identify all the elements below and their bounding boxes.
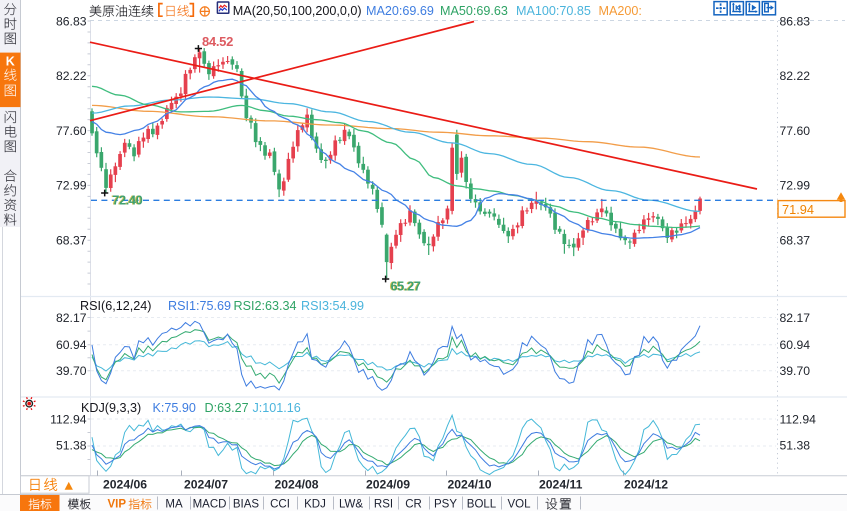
- svg-text:K:75.90: K:75.90: [153, 401, 196, 415]
- svg-text:112.94: 112.94: [50, 412, 87, 426]
- svg-text:LW&: LW&: [339, 499, 363, 511]
- svg-text:72.40: 72.40: [112, 193, 142, 207]
- svg-text:2024/06: 2024/06: [103, 478, 147, 492]
- svg-text:MA(20,50,100,200,0,0): MA(20,50,100,200,0,0): [233, 4, 362, 18]
- svg-text:2024/12: 2024/12: [624, 478, 668, 492]
- svg-text:2024/11: 2024/11: [539, 478, 583, 492]
- svg-text:MA50:69.63: MA50:69.63: [440, 4, 508, 18]
- svg-text:51.38: 51.38: [56, 438, 87, 452]
- svg-text:60.94: 60.94: [780, 338, 811, 352]
- svg-text:VOL: VOL: [507, 499, 531, 511]
- svg-text:K: K: [6, 55, 15, 69]
- svg-text:D:63.27: D:63.27: [205, 401, 249, 415]
- svg-text:39.70: 39.70: [56, 364, 87, 378]
- svg-text:BIAS: BIAS: [233, 499, 260, 511]
- svg-text:RSI1:75.69: RSI1:75.69: [168, 299, 231, 313]
- svg-text:51.38: 51.38: [780, 438, 811, 452]
- svg-text:86.83: 86.83: [780, 14, 811, 28]
- svg-text:CR: CR: [405, 499, 422, 511]
- svg-text:72.40: 72.40: [111, 193, 141, 207]
- svg-text:2024/09: 2024/09: [366, 478, 410, 492]
- svg-text:72.99: 72.99: [780, 179, 811, 193]
- svg-text:MA100:70.85: MA100:70.85: [516, 4, 591, 18]
- svg-text:82.17: 82.17: [780, 311, 811, 325]
- svg-text:RSI3:54.99: RSI3:54.99: [301, 299, 364, 313]
- svg-text:BOLL: BOLL: [467, 499, 497, 511]
- svg-text:2024/10: 2024/10: [448, 478, 492, 492]
- svg-text:68.37: 68.37: [56, 233, 87, 247]
- svg-text:82.17: 82.17: [56, 311, 87, 325]
- svg-text:2024/08: 2024/08: [275, 478, 319, 492]
- svg-text:CCI: CCI: [270, 499, 290, 511]
- svg-text:KDJ(9,3,3): KDJ(9,3,3): [81, 401, 141, 415]
- svg-text:MA20:69.69: MA20:69.69: [366, 4, 434, 18]
- svg-text:60.94: 60.94: [56, 338, 87, 352]
- svg-text:PSY: PSY: [434, 499, 457, 511]
- svg-text:MA200:: MA200:: [599, 4, 642, 18]
- svg-text:MA: MA: [165, 499, 183, 511]
- svg-text:71.94: 71.94: [782, 202, 814, 217]
- svg-text:86.83: 86.83: [56, 14, 87, 28]
- svg-text:82.22: 82.22: [56, 69, 87, 83]
- svg-text:KDJ: KDJ: [304, 499, 326, 511]
- svg-text:RSI: RSI: [374, 499, 393, 511]
- svg-text:77.60: 77.60: [780, 124, 811, 138]
- svg-text:39.70: 39.70: [780, 364, 811, 378]
- svg-text:RSI(6,12,24): RSI(6,12,24): [80, 299, 151, 313]
- svg-text:RSI2:63.34: RSI2:63.34: [234, 299, 297, 313]
- svg-text:84.52: 84.52: [202, 34, 233, 49]
- svg-text:65.27: 65.27: [391, 280, 421, 294]
- svg-text:65.27: 65.27: [390, 280, 420, 294]
- svg-text:72.99: 72.99: [56, 179, 87, 193]
- svg-text:77.60: 77.60: [56, 124, 87, 138]
- svg-text:2024/07: 2024/07: [184, 478, 228, 492]
- svg-text:82.22: 82.22: [780, 69, 811, 83]
- svg-text:112.94: 112.94: [780, 412, 817, 426]
- svg-text:MACD: MACD: [193, 499, 227, 511]
- svg-text:VIP: VIP: [108, 499, 127, 511]
- svg-text:68.37: 68.37: [780, 233, 811, 247]
- svg-text:J:101.16: J:101.16: [253, 401, 301, 415]
